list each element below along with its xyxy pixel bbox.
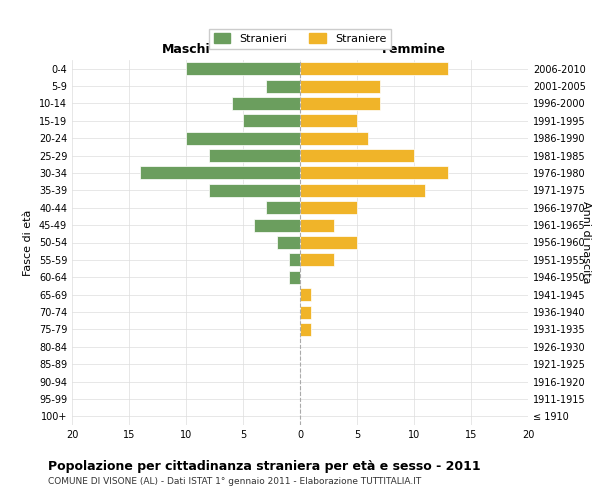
Bar [300,149,414,162]
Bar [243,114,300,128]
Bar [186,62,300,75]
Bar [300,97,380,110]
Y-axis label: Anni di nascita: Anni di nascita [581,201,591,284]
Bar [289,254,300,266]
Bar [300,114,357,128]
Bar [266,201,300,214]
Bar [300,62,448,75]
Bar [289,270,300,284]
Bar [277,236,300,249]
Text: Femmine: Femmine [382,44,446,57]
Bar [186,132,300,144]
Bar [300,80,380,92]
Bar [300,184,425,197]
Bar [300,323,311,336]
Bar [300,201,357,214]
Bar [140,166,300,179]
Bar [300,306,311,318]
Bar [300,166,448,179]
Bar [300,288,311,301]
Bar [209,149,300,162]
Text: Maschi: Maschi [161,44,211,57]
Legend: Stranieri, Straniere: Stranieri, Straniere [209,29,391,48]
Bar [300,132,368,144]
Bar [300,236,357,249]
Bar [232,97,300,110]
Bar [300,254,334,266]
Y-axis label: Fasce di età: Fasce di età [23,210,33,276]
Text: COMUNE DI VISONE (AL) - Dati ISTAT 1° gennaio 2011 - Elaborazione TUTTITALIA.IT: COMUNE DI VISONE (AL) - Dati ISTAT 1° ge… [48,478,421,486]
Bar [209,184,300,197]
Bar [254,218,300,232]
Text: Popolazione per cittadinanza straniera per età e sesso - 2011: Popolazione per cittadinanza straniera p… [48,460,481,473]
Bar [266,80,300,92]
Bar [300,218,334,232]
